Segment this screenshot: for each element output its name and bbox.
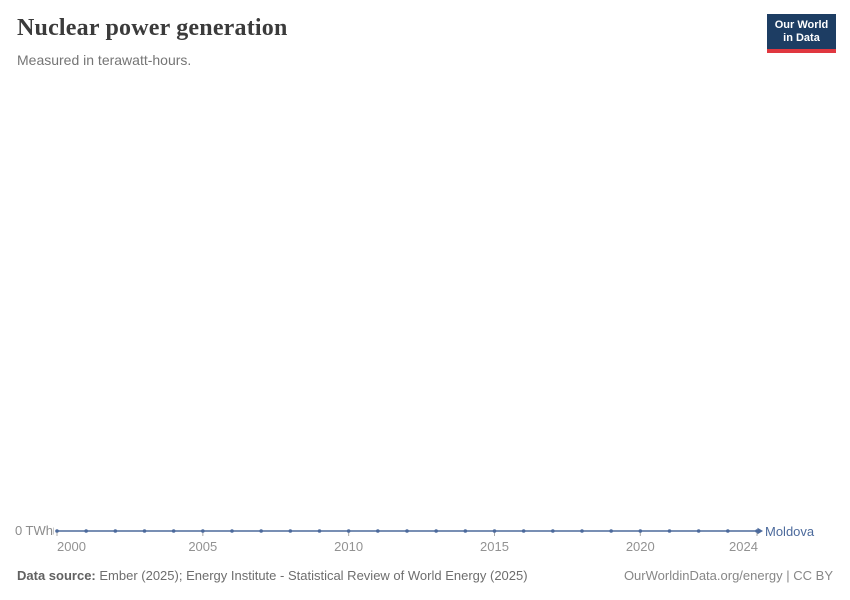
data-point <box>84 529 88 533</box>
data-source-label: Data source: <box>17 568 96 583</box>
line-end-marker <box>757 527 763 535</box>
data-point <box>492 529 497 533</box>
data-point <box>667 529 672 533</box>
entity-label-moldova[interactable]: Moldova <box>765 524 815 539</box>
chart-subtitle: Measured in terawatt-hours. <box>17 52 192 68</box>
data-point <box>346 529 351 533</box>
owid-logo[interactable]: Our World in Data <box>767 14 836 53</box>
data-source-note: Data source: Ember (2025); Energy Instit… <box>17 568 528 583</box>
data-point <box>580 529 584 533</box>
data-point <box>171 529 176 533</box>
x-tick-label-2000: 2000 <box>57 539 86 554</box>
data-point <box>551 529 555 533</box>
data-point <box>521 529 526 533</box>
x-tick-label-2015: 2015 <box>480 539 509 554</box>
data-point <box>463 529 468 533</box>
owid-logo-line2: in Data <box>783 32 820 44</box>
data-point <box>230 529 234 533</box>
data-point <box>113 529 118 533</box>
data-source-text: Ember (2025); Energy Institute - Statist… <box>95 568 528 583</box>
data-point <box>696 529 701 533</box>
owid-logo-line1: Our World <box>774 19 829 31</box>
data-point <box>405 529 409 533</box>
data-point <box>142 529 147 533</box>
data-point <box>726 529 730 533</box>
data-point <box>317 529 322 533</box>
credit-link[interactable]: OurWorldinData.org/energy | CC BY <box>623 568 833 583</box>
chart-title: Nuclear power generation <box>17 15 288 41</box>
x-tick-label-2020: 2020 <box>625 539 655 554</box>
y-axis-zero-label: 0 TWh <box>14 523 53 538</box>
data-point <box>376 529 380 533</box>
data-point <box>55 529 59 533</box>
x-tick-label-2024: 2024 <box>729 539 758 554</box>
data-point <box>259 529 263 533</box>
data-point <box>288 529 293 533</box>
data-point <box>638 529 643 533</box>
data-point <box>755 529 759 533</box>
data-point <box>434 529 438 533</box>
data-point <box>609 529 613 533</box>
x-tick-label-2005: 2005 <box>188 539 218 554</box>
data-point <box>201 529 205 533</box>
x-tick-label-2010: 2010 <box>334 539 364 554</box>
